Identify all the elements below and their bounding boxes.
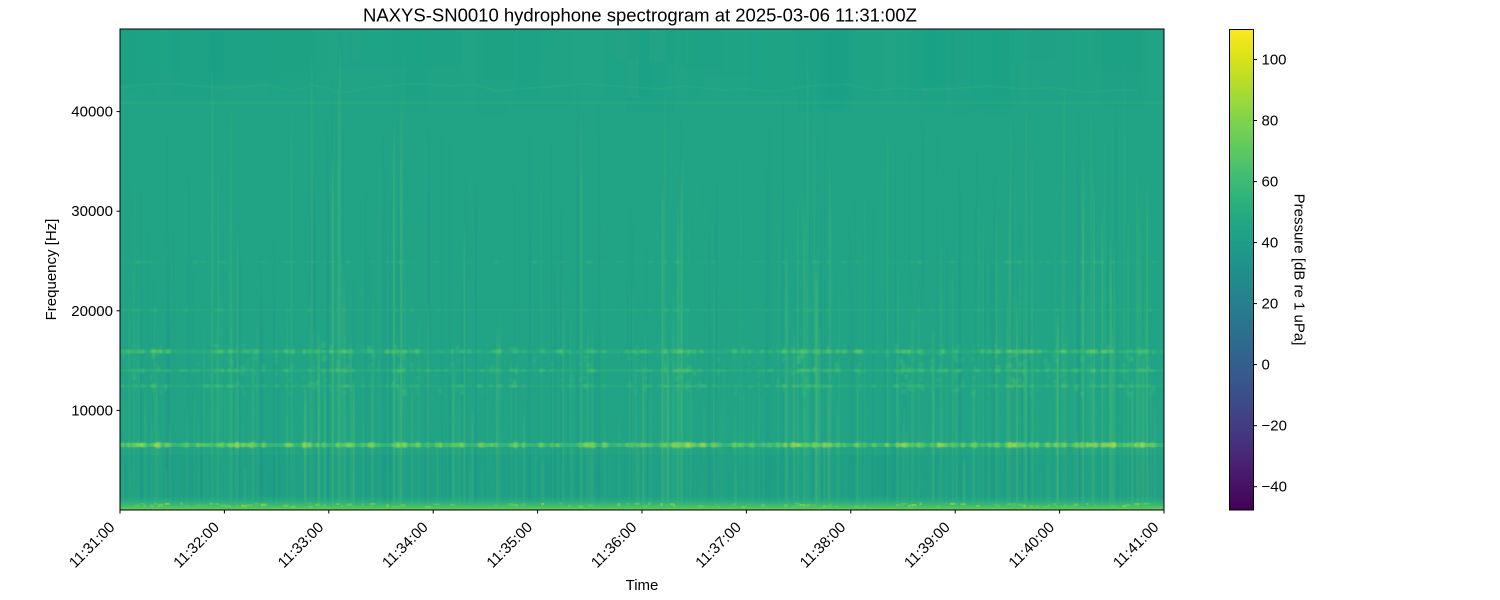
svg-text:60: 60 (1262, 174, 1279, 191)
svg-text:11:39:00: 11:39:00 (901, 519, 954, 572)
svg-text:11:34:00: 11:34:00 (379, 519, 432, 572)
svg-text:40000: 40000 (71, 104, 113, 121)
svg-text:−20: −20 (1262, 418, 1287, 435)
svg-text:Time: Time (626, 577, 659, 594)
svg-text:20000: 20000 (71, 303, 113, 320)
svg-text:20: 20 (1262, 296, 1279, 313)
svg-text:11:36:00: 11:36:00 (588, 519, 641, 572)
svg-text:80: 80 (1262, 113, 1279, 130)
svg-text:100: 100 (1262, 52, 1287, 69)
svg-text:0: 0 (1262, 357, 1270, 374)
svg-text:Pressure [dB re 1 uPa]: Pressure [dB re 1 uPa] (1291, 194, 1308, 346)
svg-text:Frequency [Hz]: Frequency [Hz] (43, 219, 60, 321)
svg-text:11:41:00: 11:41:00 (1110, 519, 1163, 572)
svg-text:11:32:00: 11:32:00 (170, 519, 223, 572)
svg-text:40: 40 (1262, 235, 1279, 252)
svg-text:30000: 30000 (71, 203, 113, 220)
svg-text:−40: −40 (1262, 479, 1287, 496)
svg-text:11:31:00: 11:31:00 (66, 519, 119, 572)
svg-text:11:35:00: 11:35:00 (483, 519, 536, 572)
svg-text:11:37:00: 11:37:00 (692, 519, 745, 572)
svg-text:11:40:00: 11:40:00 (1005, 519, 1058, 572)
svg-text:10000: 10000 (71, 402, 113, 419)
svg-text:NAXYS-SN0010 hydrophone spectr: NAXYS-SN0010 hydrophone spectrogram at 2… (363, 5, 917, 26)
svg-text:11:38:00: 11:38:00 (797, 519, 850, 572)
svg-text:11:33:00: 11:33:00 (275, 519, 328, 572)
